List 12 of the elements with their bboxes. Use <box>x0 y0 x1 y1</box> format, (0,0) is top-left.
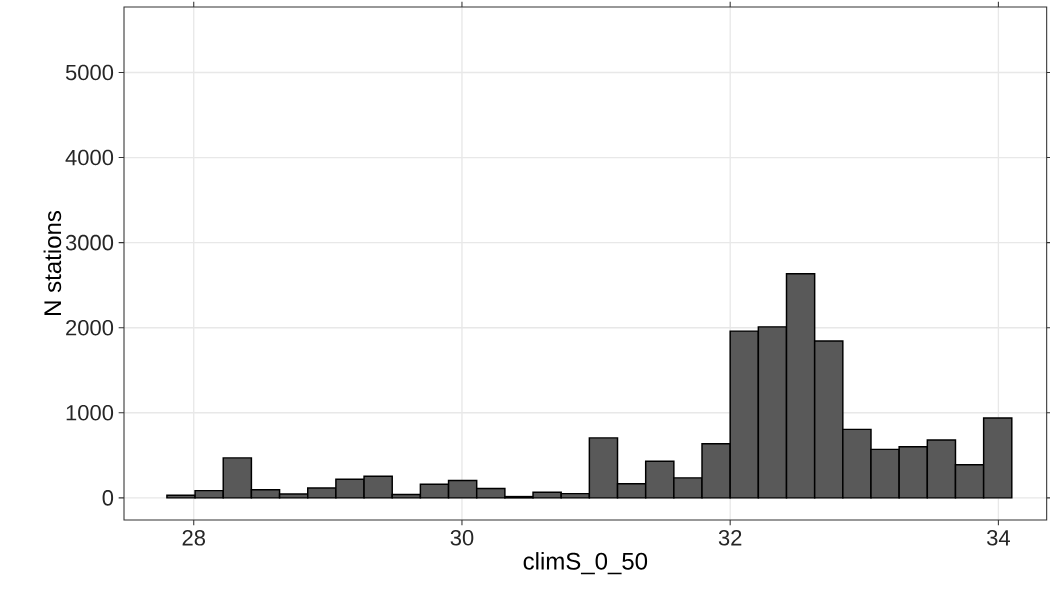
x-tick-label: 34 <box>986 530 1010 546</box>
y-tick-label: 0 <box>102 490 114 506</box>
x-tick-label: 32 <box>718 530 742 546</box>
x-tick-label: 30 <box>450 530 474 546</box>
y-tick-label: 2000 <box>66 319 114 336</box>
y-tick-label: 4000 <box>65 149 114 166</box>
y-axis-title: N stations <box>43 211 62 315</box>
x-axis-title: climS_0_50 <box>523 552 648 575</box>
y-tick-label: 5000 <box>65 64 114 81</box>
y-tick-label: 3000 <box>65 234 114 251</box>
x-tick-label: 28 <box>182 530 206 546</box>
y-tick-label: 1000 <box>66 404 114 421</box>
